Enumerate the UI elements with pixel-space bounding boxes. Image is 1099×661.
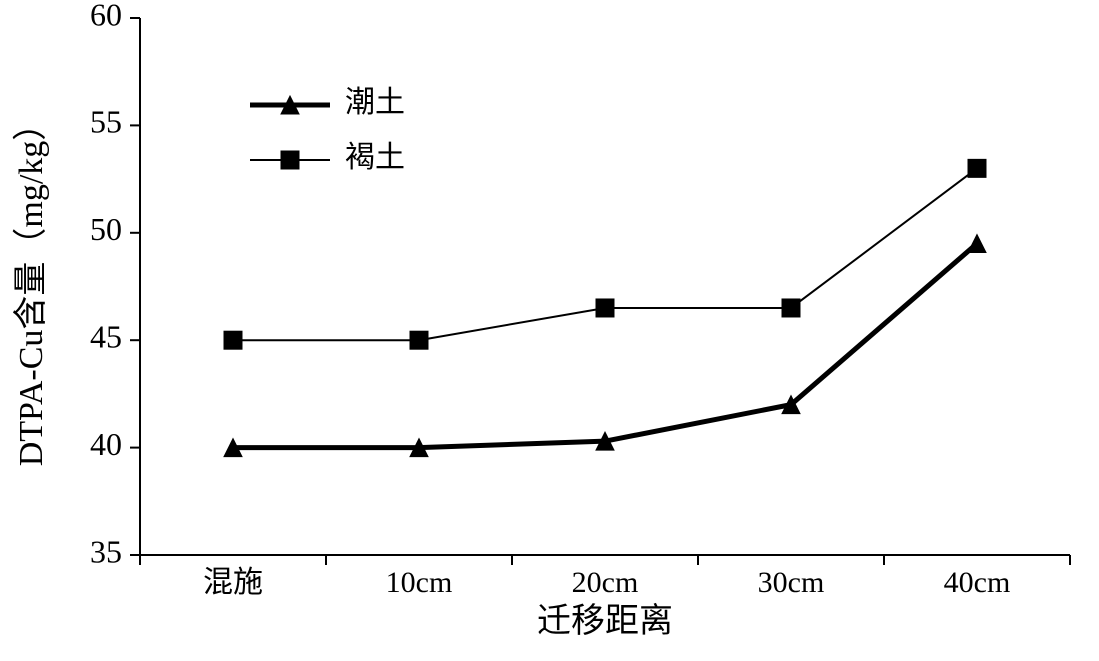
chart-container: 35 40 45 50 55 60 混施 10cm 20cm 30cm 40cm DTPA-Cu含量（… — [0, 0, 1099, 661]
square-marker — [782, 299, 800, 317]
x-tick-label: 混施 — [203, 566, 263, 599]
y-axis-title: DTPA-Cu含量（mg/kg） — [12, 107, 50, 467]
y-tick-label: 40 — [90, 426, 122, 462]
square-marker — [410, 331, 428, 349]
y-tick-label: 45 — [90, 319, 122, 355]
x-tick-label: 10cm — [386, 566, 453, 599]
y-tick-label: 60 — [90, 0, 122, 32]
legend-label: 褐土 — [345, 141, 405, 174]
y-tick-label: 50 — [90, 211, 122, 247]
legend-label: 潮土 — [345, 86, 405, 119]
square-marker — [281, 151, 299, 169]
x-tick-label: 40cm — [944, 566, 1011, 599]
line-chart: 35 40 45 50 55 60 混施 10cm 20cm 30cm 40cm DTPA-Cu含量（… — [0, 0, 1099, 661]
y-tick-label: 55 — [90, 104, 122, 140]
square-marker — [224, 331, 242, 349]
x-axis-title: 迁移距离 — [537, 602, 673, 640]
x-tick-label: 30cm — [758, 566, 825, 599]
x-tick-label: 20cm — [572, 566, 639, 599]
triangle-marker — [968, 235, 986, 253]
series-line — [233, 244, 977, 448]
square-marker — [596, 299, 614, 317]
square-marker — [968, 159, 986, 177]
y-tick-label: 35 — [90, 533, 122, 569]
